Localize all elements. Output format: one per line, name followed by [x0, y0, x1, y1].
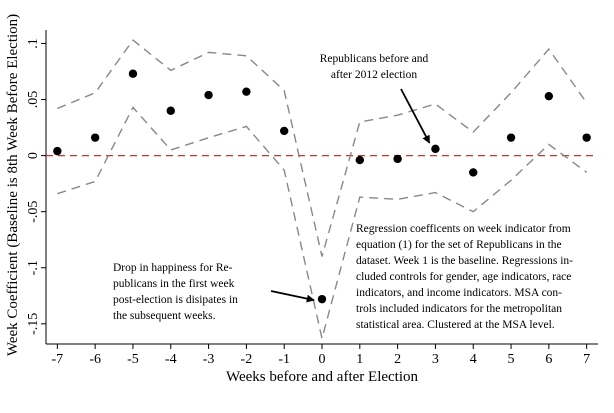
x-tick-label: -1: [278, 352, 290, 367]
y-tick-layer: -.15 -.1 -.05 0 .05 .1: [26, 38, 46, 335]
data-point-week-1: [355, 155, 365, 165]
data-point-week-0: [317, 294, 327, 304]
x-tick-label: -5: [127, 352, 139, 367]
annotation-regression-note-line: cluded controls for gender, age indicato…: [356, 271, 571, 283]
annotation-republicans-line: after 2012 election: [331, 69, 417, 81]
x-tick-label: -6: [89, 352, 101, 367]
y-tick-label: -.15: [26, 313, 41, 335]
x-tick-layer: -7 -6 -5 -4 -3 -2 -1 0 1 2 3 4 5 6 7: [52, 344, 590, 367]
x-axis-title: Weeks before and after Election: [226, 369, 419, 385]
lower-confidence-bound-line: [57, 106, 588, 339]
y-tick-label: .1: [26, 38, 41, 49]
annotation-drop-line: publicans in the first week: [113, 278, 235, 290]
annotation-regression-note-line: equation (1) for the set of Republicans …: [356, 239, 562, 251]
annotation-regression-note-line: dataset. Week 1 is the baseline. Regress…: [356, 255, 573, 267]
annotation-regression-note-line: statistical area. Clustered at the MSA l…: [356, 319, 555, 331]
data-point-week-5: [506, 133, 516, 142]
x-tick-label: 2: [394, 352, 401, 367]
data-point-week--6: [90, 133, 100, 142]
annotation-regression-note: Regression coefficents on week indicator…: [356, 223, 573, 331]
y-tick-label: .05: [26, 91, 41, 109]
y-tick-label: 0: [26, 152, 41, 159]
annotation-drop-line: post-election is disipates in: [113, 294, 238, 306]
data-point-week--1: [279, 126, 289, 136]
annotation-drop-line: Drop in happiness for Re-: [113, 262, 233, 274]
data-point-week--3: [204, 90, 213, 100]
arrow-drop: [270, 290, 315, 303]
arrow-republicans: [400, 88, 431, 144]
x-tick-label: 0: [319, 352, 326, 367]
annotation-drop: Drop in happiness for Re-publicans in th…: [113, 262, 238, 322]
data-point-week-3: [431, 144, 440, 154]
annotation-layer: Republicans before and after 2012 electio…: [113, 53, 573, 331]
data-point-week-6: [544, 91, 554, 101]
y-axis-title: Week Coefficient (Baseline is 8th Week B…: [5, 14, 21, 356]
confidence-band-layer: [57, 39, 588, 339]
annotation-republicans: Republicans before and after 2012 electio…: [320, 53, 429, 81]
y-tick-label: -.1: [26, 260, 41, 275]
point-layer: [53, 69, 591, 304]
annotation-regression-note-line: indicators, and income indicators. MSA c…: [356, 287, 562, 299]
x-tick-label: 4: [470, 352, 477, 367]
x-tick-label: -3: [203, 352, 215, 367]
annotation-drop-line: the subsequent weeks.: [113, 310, 216, 322]
x-tick-label: -2: [241, 352, 253, 367]
data-point-week--7: [53, 146, 62, 156]
x-tick-label: 7: [583, 352, 590, 367]
x-tick-label: 5: [508, 352, 515, 367]
data-point-week--4: [166, 106, 175, 115]
x-tick-label: 3: [432, 352, 439, 367]
x-tick-label: 1: [356, 352, 363, 367]
data-point-week--5: [128, 69, 138, 78]
data-point-week-7: [582, 133, 591, 142]
y-tick-label: -.05: [26, 201, 41, 223]
data-point-week-4: [469, 168, 478, 177]
x-tick-label: -4: [165, 352, 177, 367]
x-tick-label: 6: [545, 352, 552, 367]
x-tick-label: -7: [52, 352, 64, 367]
data-point-week-2: [393, 154, 402, 164]
upper-confidence-bound-line: [57, 39, 588, 257]
data-point-week--2: [242, 87, 251, 96]
annotation-republicans-line: Republicans before and: [320, 53, 429, 65]
annotation-regression-note-line: Regression coefficents on week indicator…: [356, 223, 571, 235]
annotation-regression-note-line: trols included indicators for the metrop…: [356, 303, 562, 315]
